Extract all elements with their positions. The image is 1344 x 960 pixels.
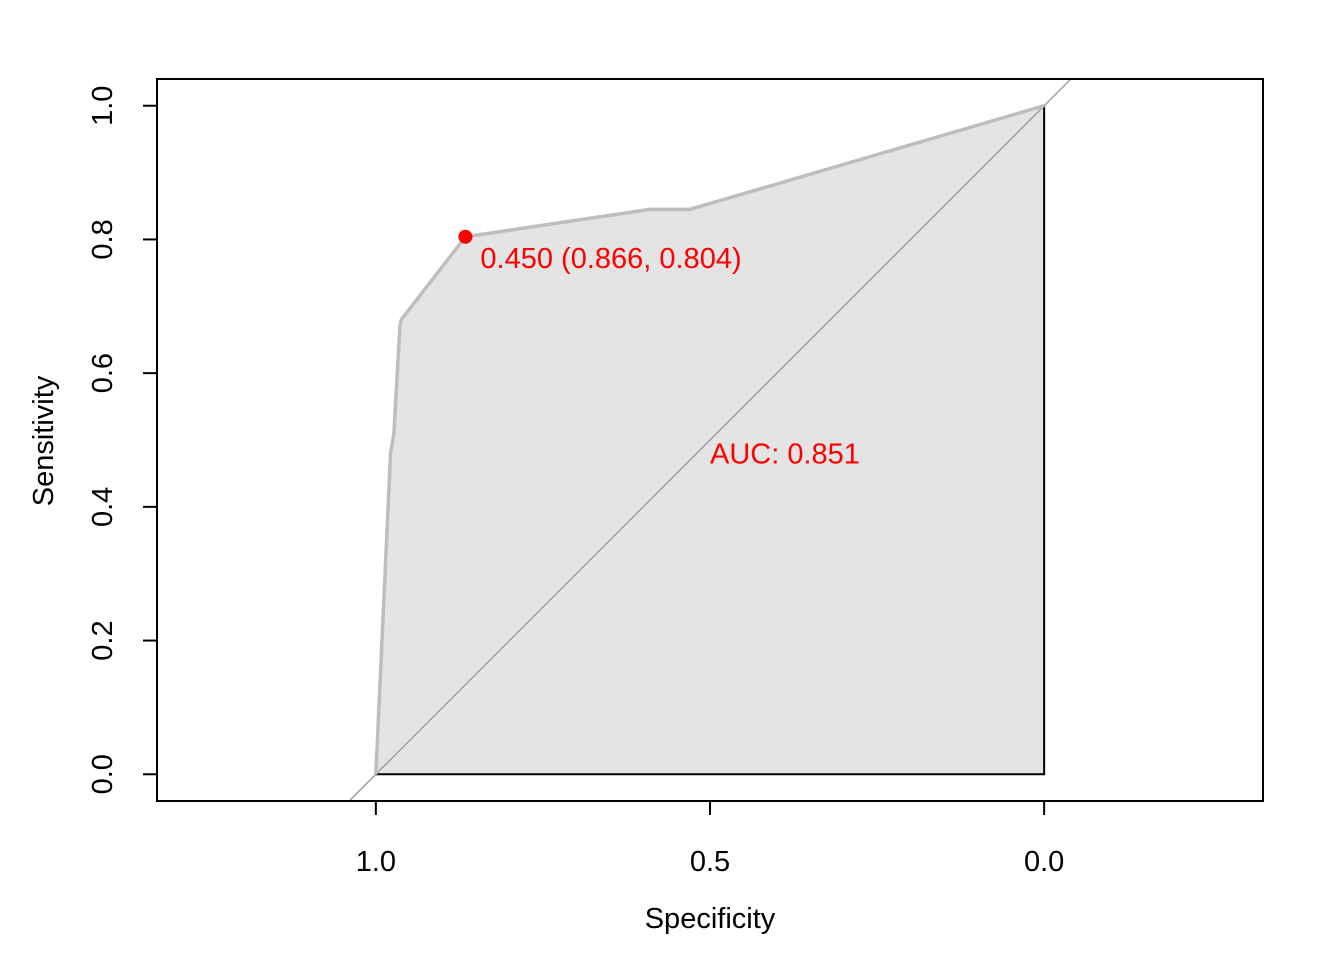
y-tick-label: 0.8 — [87, 219, 119, 259]
annotation-layer: 0.450 (0.866, 0.804) AUC: 0.851 — [458, 229, 860, 470]
roc-curve-layer — [348, 78, 1072, 802]
roc-curve-line — [374, 104, 1045, 775]
best-threshold-point — [458, 229, 473, 244]
diagonal-reference-line — [348, 78, 1072, 802]
x-tick-label: 0.5 — [690, 846, 730, 878]
y-tick-label: 0.2 — [87, 620, 119, 660]
x-axis-title: Specificity — [645, 903, 776, 935]
y-tick-label: 0.6 — [87, 353, 119, 393]
y-axis-title: Sensitivity — [28, 375, 60, 506]
auc-area-border — [375, 105, 1046, 776]
y-axis: 0.0 0.2 0.4 0.6 0.8 1.0 — [87, 86, 158, 794]
x-tick-label: 0.0 — [1024, 846, 1064, 878]
best-threshold-label: 0.450 (0.866, 0.804) — [480, 243, 741, 275]
x-tick-label: 1.0 — [356, 846, 396, 878]
y-tick-label: 0.0 — [87, 754, 119, 794]
y-tick-label: 1.0 — [87, 86, 119, 126]
y-tick-label: 0.4 — [87, 487, 119, 527]
x-axis: 1.0 0.5 0.0 — [356, 800, 1064, 878]
auc-label: AUC: 0.851 — [710, 438, 860, 470]
